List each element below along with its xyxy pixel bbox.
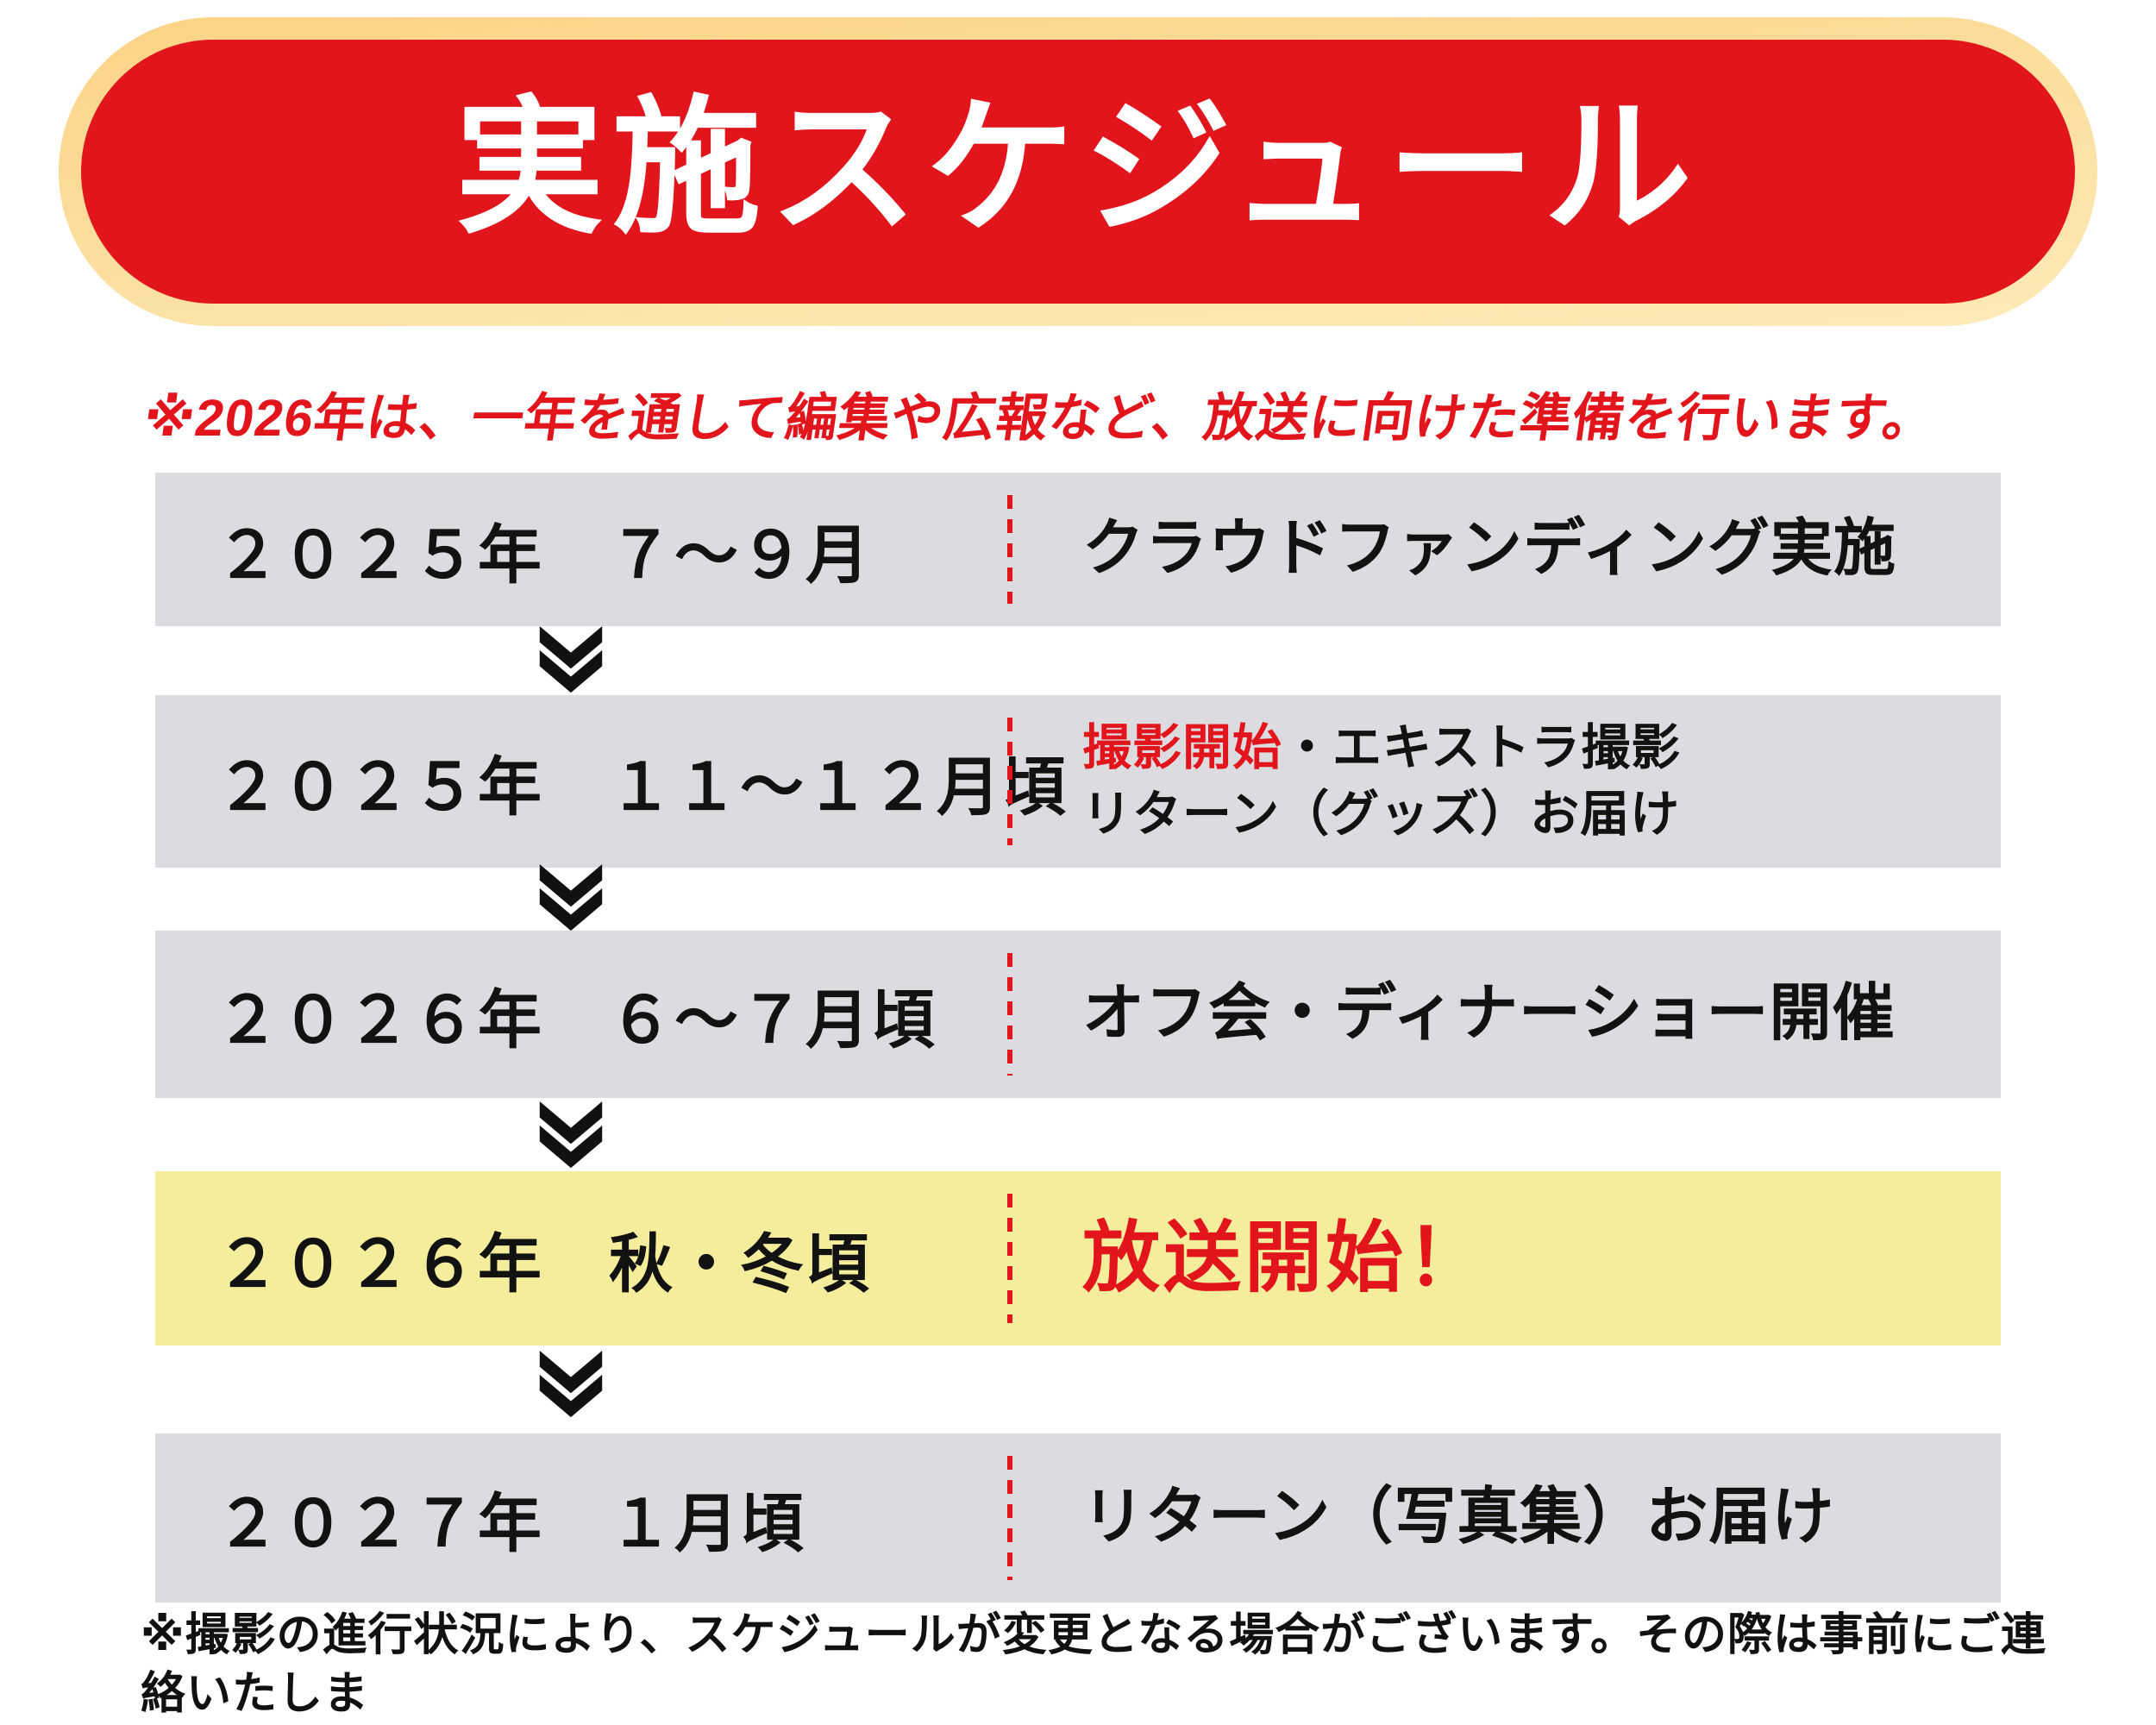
event-text: オフ会・ディナーショー開催	[1082, 979, 1896, 1049]
event-text: リターン（グッズ）お届け	[1082, 787, 1681, 842]
date-label: ２０２５年 ７〜９月	[216, 518, 871, 591]
event-text-red-segment: 撮影開始	[1082, 720, 1282, 776]
top-note: ※2026年は、一年を通して編集や広報など、放送に向けた準備を行います。	[140, 389, 1940, 447]
double-chevron-down-icon	[533, 1351, 609, 1418]
double-chevron-down-icon	[533, 864, 609, 932]
event-text: クラウドファンディング実施	[1082, 514, 1896, 584]
schedule-row-2027-jan: ２０２７年 １月頃 リターン（写真集）お届け	[155, 1433, 2001, 1603]
double-chevron-down-icon	[533, 1101, 609, 1169]
divider-dashed-line	[1007, 718, 1012, 845]
event-list: 放送開始！	[1082, 1171, 1984, 1346]
divider-dashed-line	[1007, 1456, 1012, 1580]
event-list: リターン（写真集）お届け	[1082, 1433, 1984, 1603]
event-list: 撮影開始・エキストラ撮影 リターン（グッズ）お届け	[1082, 695, 1984, 868]
event-text: リターン（写真集）お届け	[1082, 1483, 1835, 1552]
bottom-note: ※撮影の進行状況により、スケジュールが変更となる場合がございます。その際は事前に…	[141, 1606, 2087, 1725]
schedule-row-2025-nov-dec: ２０２５年 １１〜１２月頃 撮影開始・エキストラ撮影 リターン（グッズ）お届け	[155, 695, 2001, 868]
schedule-row-2026-jun-jul: ２０２６年 ６〜７月頃 オフ会・ディナーショー開催	[155, 931, 2001, 1098]
schedule-header: 実施スケジュール	[59, 17, 2097, 326]
event-list: オフ会・ディナーショー開催	[1082, 931, 1984, 1098]
event-text-broadcast-start: 放送開始！	[1082, 1214, 1488, 1302]
date-label: ２０２６年 ６〜７月頃	[216, 983, 937, 1056]
event-text: 撮影開始・エキストラ撮影	[1082, 721, 1984, 775]
schedule-row-2025-jul-sep: ２０２５年 ７〜９月 クラウドファンディング実施	[155, 473, 2001, 626]
event-list: クラウドファンディング実施	[1082, 473, 1984, 626]
divider-dashed-line	[1007, 495, 1012, 604]
schedule-header-red-panel: 実施スケジュール	[81, 40, 2075, 304]
page-title: 実施スケジュール	[455, 85, 1701, 251]
divider-dashed-line	[1007, 1194, 1012, 1323]
bottom-note-line: ※撮影の進行状況により、スケジュールが変更となる場合がございます。その際は事前に…	[141, 1610, 2046, 1719]
double-chevron-down-icon	[533, 626, 609, 693]
divider-dashed-line	[1007, 953, 1012, 1076]
schedule-row-2026-autumn-winter: ２０２６年 秋・冬頃 放送開始！	[155, 1171, 2001, 1346]
date-label: ２０２６年 秋・冬頃	[216, 1227, 871, 1300]
event-text-black-segment: ・エキストラ撮影	[1282, 720, 1682, 776]
date-label: ２０２７年 １月頃	[216, 1487, 805, 1559]
date-label: ２０２５年 １１〜１２月頃	[216, 750, 1068, 823]
